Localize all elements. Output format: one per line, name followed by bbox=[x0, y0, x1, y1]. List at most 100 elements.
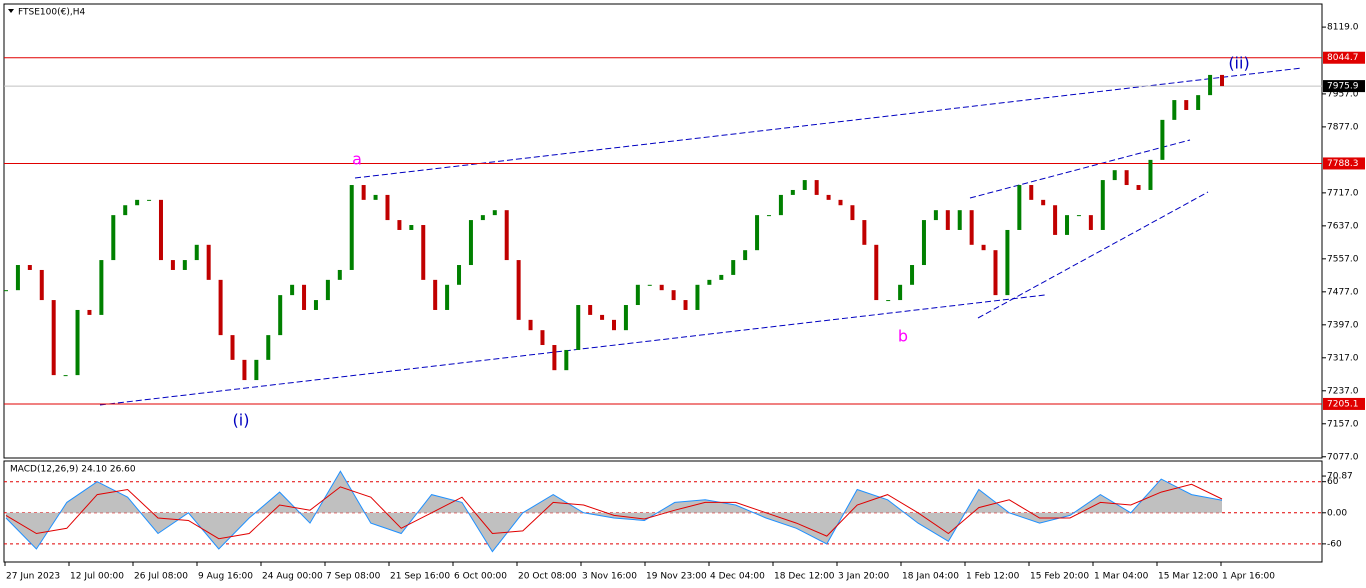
candle bbox=[218, 279, 223, 336]
x-tick-label: 15 Mar 12:00 bbox=[1158, 572, 1218, 582]
level-label: 7205.1 bbox=[1327, 399, 1359, 409]
candle bbox=[862, 220, 867, 245]
x-tick-label: 21 Sep 16:00 bbox=[390, 572, 450, 582]
candle bbox=[1136, 185, 1141, 190]
x-tick-label: 12 Jul 00:00 bbox=[70, 572, 124, 582]
candle bbox=[576, 305, 581, 350]
x-tick-label: 18 Dec 12:00 bbox=[774, 572, 835, 582]
x-tick-label: 1 Apr 16:00 bbox=[1222, 572, 1275, 582]
candle bbox=[409, 225, 414, 230]
x-tick-label: 18 Jan 04:00 bbox=[902, 572, 959, 582]
menu-icon[interactable] bbox=[8, 9, 14, 13]
candle bbox=[731, 260, 736, 275]
price-panel bbox=[3, 3, 1323, 459]
candle bbox=[886, 300, 891, 302]
candle bbox=[242, 359, 247, 381]
x-tick-label: 7 Sep 08:00 bbox=[326, 572, 381, 582]
level-label: 7788.3 bbox=[1327, 159, 1359, 169]
candle bbox=[1100, 180, 1105, 230]
candle bbox=[504, 210, 509, 261]
x-tick-label: 3 Jan 20:00 bbox=[838, 572, 890, 582]
candle bbox=[75, 309, 80, 376]
level-label: 8044.7 bbox=[1327, 53, 1359, 63]
x-tick-label: 4 Dec 04:00 bbox=[710, 572, 765, 582]
candle bbox=[719, 274, 724, 280]
candle bbox=[135, 199, 140, 206]
candle bbox=[397, 220, 402, 230]
candle bbox=[707, 279, 712, 285]
level-label: 7975.9 bbox=[1327, 82, 1359, 92]
x-tick-label: 27 Jun 2023 bbox=[6, 572, 60, 582]
candle bbox=[492, 210, 497, 216]
candle bbox=[266, 335, 271, 360]
candle bbox=[337, 269, 342, 280]
candle bbox=[778, 194, 783, 216]
candle bbox=[814, 180, 819, 195]
candle bbox=[516, 260, 521, 320]
candle bbox=[755, 215, 760, 251]
y-tick-label: 7477.0 bbox=[1327, 287, 1359, 297]
candle bbox=[468, 220, 473, 266]
candle bbox=[981, 244, 986, 251]
candle bbox=[1076, 215, 1081, 217]
candle bbox=[123, 205, 128, 216]
candle bbox=[1112, 170, 1117, 181]
y-tick-label: 7157.0 bbox=[1327, 419, 1359, 429]
y-tick-label: 7317.0 bbox=[1327, 353, 1359, 363]
wave-label: b bbox=[898, 327, 908, 346]
x-tick-label: 15 Feb 20:00 bbox=[1030, 572, 1089, 582]
candle bbox=[457, 265, 462, 285]
candle bbox=[1065, 215, 1070, 235]
y-tick-label: 7557.0 bbox=[1327, 254, 1359, 264]
candle bbox=[921, 220, 926, 266]
candle bbox=[194, 244, 199, 261]
candle bbox=[445, 284, 450, 310]
candle bbox=[1196, 95, 1201, 110]
x-tick-label: 1 Feb 12:00 bbox=[966, 572, 1020, 582]
candle bbox=[1124, 170, 1129, 186]
candle bbox=[206, 244, 211, 280]
x-tick-label: 1 Mar 04:00 bbox=[1094, 572, 1149, 582]
candle bbox=[278, 295, 283, 336]
candle bbox=[158, 199, 163, 261]
candle bbox=[4, 290, 8, 292]
candle bbox=[671, 290, 676, 301]
candle bbox=[635, 284, 640, 306]
y-tick-label: 7237.0 bbox=[1327, 386, 1359, 396]
y-tick-label: 7077.0 bbox=[1327, 452, 1359, 462]
y-tick-label: 7877.0 bbox=[1327, 122, 1359, 132]
candle bbox=[480, 215, 485, 221]
candle bbox=[588, 305, 593, 315]
candle bbox=[945, 210, 950, 230]
macd-title: MACD(12,26,9) 24.10 26.60 bbox=[10, 465, 136, 475]
x-tick-label: 9 Aug 16:00 bbox=[198, 572, 253, 582]
wave-label: a bbox=[352, 150, 362, 169]
candle bbox=[826, 194, 831, 200]
candle bbox=[647, 284, 652, 286]
candle bbox=[552, 345, 557, 371]
candle bbox=[27, 265, 32, 270]
candle bbox=[683, 300, 688, 310]
candle bbox=[957, 210, 962, 230]
candle bbox=[433, 279, 438, 310]
candle bbox=[313, 300, 318, 310]
candle bbox=[290, 284, 295, 296]
candle bbox=[528, 319, 533, 331]
candle bbox=[182, 260, 187, 270]
wave-label: (i) bbox=[233, 411, 250, 430]
candle bbox=[969, 210, 974, 245]
candle bbox=[612, 319, 616, 331]
signal-line bbox=[5, 483, 1223, 540]
candle bbox=[421, 225, 426, 280]
trendline bbox=[977, 191, 1209, 319]
candle bbox=[15, 265, 20, 291]
x-tick-label: 26 Jul 08:00 bbox=[134, 572, 188, 582]
candle bbox=[87, 309, 92, 315]
candle bbox=[790, 189, 795, 195]
candle bbox=[695, 284, 700, 310]
x-tick-label: 19 Nov 23:00 bbox=[646, 572, 707, 582]
chart-title: FTSE100(€),H4 bbox=[18, 8, 85, 18]
candle bbox=[1088, 215, 1093, 230]
candle bbox=[230, 335, 235, 360]
level-label-box bbox=[1323, 80, 1365, 93]
